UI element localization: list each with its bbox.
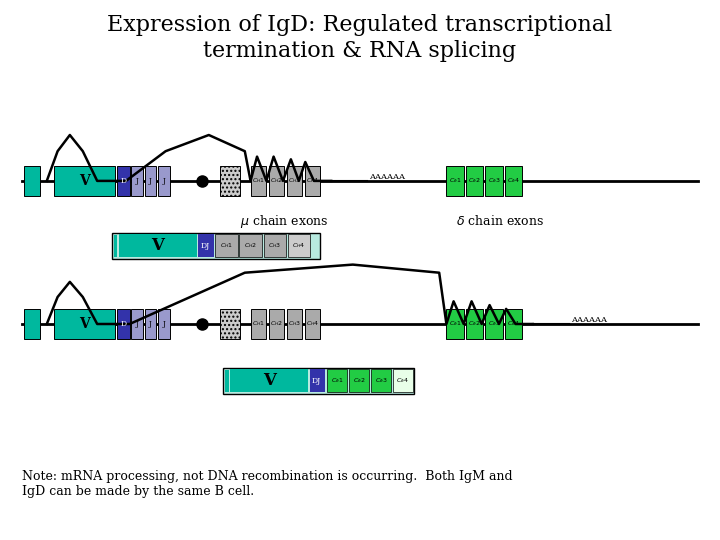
Bar [466,309,483,339]
Bar [24,166,40,195]
Text: $C_\delta2$: $C_\delta2$ [353,376,365,385]
Bar [117,166,130,195]
Bar [264,234,286,257]
Bar [446,309,464,339]
Text: $C_H4$: $C_H4$ [292,241,305,250]
Text: J: J [163,177,166,185]
Text: $\delta$ chain exons: $\delta$ chain exons [456,214,544,228]
Bar [215,234,238,257]
Bar [349,369,369,392]
Text: Expression of IgD: Regulated transcriptional: Expression of IgD: Regulated transcripti… [107,14,613,36]
Bar [485,309,503,339]
Bar [393,369,413,392]
Text: $C_\delta4$: $C_\delta4$ [397,376,409,385]
Bar [239,234,262,257]
Text: $C_H2$: $C_H2$ [244,241,257,250]
Text: $C_\delta3$: $C_\delta3$ [487,177,500,185]
Bar [269,309,284,339]
Text: $C_H3$: $C_H3$ [288,177,301,185]
Bar [269,166,284,195]
Bar [131,309,143,339]
Bar [220,166,240,195]
Text: DJ: DJ [312,377,321,384]
Bar [305,309,320,339]
Bar [114,235,117,256]
Text: $C_H1$: $C_H1$ [252,177,265,185]
Bar [371,369,391,392]
Text: $C_\delta1$: $C_\delta1$ [449,320,462,328]
Text: $C_H1$: $C_H1$ [252,320,265,328]
Text: J: J [163,320,166,328]
Text: $C_H4$: $C_H4$ [306,320,319,328]
Bar [225,370,229,392]
Text: J: J [149,320,152,328]
Bar [287,309,302,339]
Text: V: V [151,237,164,254]
Text: $C_H3$: $C_H3$ [288,320,301,328]
Text: D: D [120,320,127,328]
Text: $C_\delta2$: $C_\delta2$ [468,320,481,328]
Text: Note: mRNA processing, not DNA recombination is occurring.  Both IgM and
IgD can: Note: mRNA processing, not DNA recombina… [22,470,512,498]
Bar [505,166,522,195]
Bar [54,309,115,339]
Bar [287,166,302,195]
Bar [145,166,156,195]
Bar [288,234,310,257]
Text: AAAAAA: AAAAAA [571,316,607,323]
Bar [251,309,266,339]
Text: $C_\delta2$: $C_\delta2$ [468,177,481,185]
Text: J: J [135,177,138,185]
Bar [158,166,170,195]
Text: DJ: DJ [200,242,210,249]
Bar [446,166,464,195]
Text: $C_H4$: $C_H4$ [306,177,319,185]
Bar [251,166,266,195]
Text: $C_H3$: $C_H3$ [268,241,282,250]
Bar [54,166,115,195]
Bar [223,368,414,394]
Bar [505,309,522,339]
Text: V: V [79,174,90,188]
Text: $C_H1$: $C_H1$ [220,241,233,250]
Bar [112,233,320,259]
Bar [24,309,40,339]
Text: $C_H2$: $C_H2$ [270,177,283,185]
Text: $C_\delta1$: $C_\delta1$ [330,376,343,385]
Bar [327,369,347,392]
Text: $C_\delta1$: $C_\delta1$ [449,177,462,185]
Bar [485,166,503,195]
Bar [198,234,214,257]
Text: $C_\delta4$: $C_\delta4$ [507,320,520,328]
Bar [131,166,143,195]
Text: $C_\delta3$: $C_\delta3$ [374,376,387,385]
Text: J: J [149,177,152,185]
Bar [220,309,240,339]
Text: AAAAAA: AAAAAA [369,173,405,180]
Text: $C_H2$: $C_H2$ [270,320,283,328]
Text: $C_\delta4$: $C_\delta4$ [507,177,520,185]
Text: J: J [135,320,138,328]
Bar [305,166,320,195]
Text: termination & RNA splicing: termination & RNA splicing [204,40,516,63]
Bar [466,166,483,195]
Text: V: V [263,372,276,389]
Bar [145,309,156,339]
Bar [230,369,308,392]
Text: $\mu$ chain exons: $\mu$ chain exons [240,213,328,230]
Bar [117,309,130,339]
Bar [119,234,197,257]
Bar [158,309,170,339]
Text: $C_\delta3$: $C_\delta3$ [487,320,500,328]
Text: V: V [79,317,90,331]
Text: D: D [120,177,127,185]
Bar [310,369,325,392]
